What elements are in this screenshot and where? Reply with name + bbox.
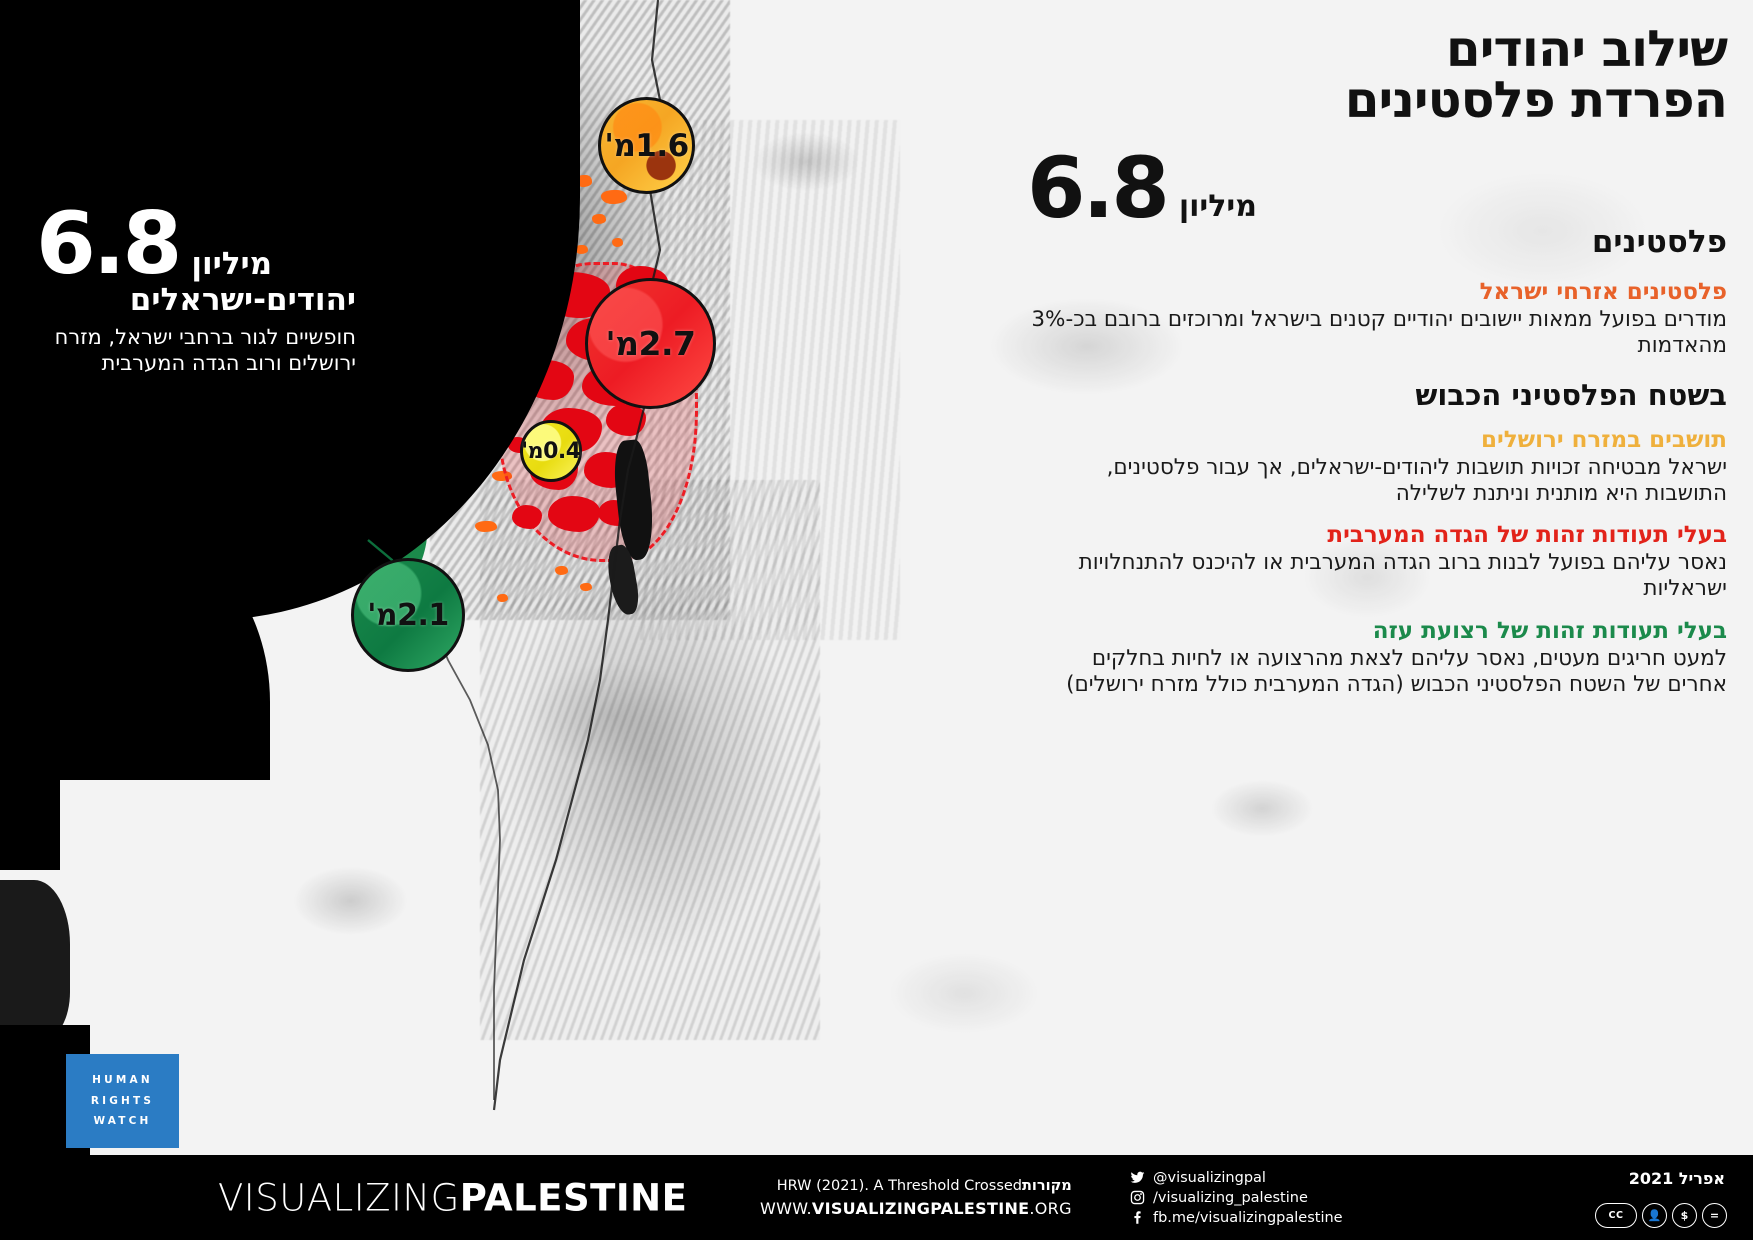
visualizing-palestine-wordmark[interactable]: VISUALIZINGPALESTINE — [218, 1176, 687, 1219]
bubble-label: 2.7מ' — [605, 324, 696, 363]
map-bubble-west-bank[interactable]: 2.7מ' — [585, 278, 716, 409]
sub-block: פלסטינים אזרחי ישראל מודרים בפועל ממאות … — [1027, 279, 1727, 360]
creative-commons-badges: CC 👤 $ = — [1595, 1203, 1727, 1228]
settlement-patch — [601, 190, 627, 204]
palestinians-count: מיליון 6.8 — [1027, 139, 1727, 237]
section-occupied-territory: בשטח הפלסטיני הכבוש תושבים במזרח ירושלים… — [1027, 377, 1727, 699]
count-value: 6.8 — [1027, 139, 1170, 237]
map-background: 1.6מ' 2.7מ' 0.4מ' 2.1מ' — [0, 0, 1753, 1155]
cc-nc-icon: $ — [1672, 1203, 1697, 1228]
bubble-label: 0.4מ' — [521, 438, 581, 464]
section-citizens-of-israel: פלסטינים אזרחי ישראל מודרים בפועל ממאות … — [1027, 279, 1727, 360]
social-link-facebook[interactable]: fb.me/visualizingpalestine — [1130, 1210, 1343, 1226]
settlement-patch — [497, 594, 508, 602]
wordmark-thin: VISUALIZING — [218, 1176, 460, 1219]
cc-by-icon: 👤 — [1642, 1203, 1667, 1228]
footer-source-block: HRW (2021). A Threshold Crossedמקורות WW… — [760, 1175, 1072, 1219]
website-url[interactable]: WWW.VISUALIZINGPALESTINE.ORG — [760, 1196, 1072, 1219]
coast-shadow — [0, 880, 70, 1040]
social-link-instagram[interactable]: /visualizing_palestine — [1130, 1190, 1343, 1206]
sub-block-gaza: בעלי תעודות זהות של רצועת עזה למעט חריגי… — [1027, 618, 1727, 699]
subsection-body: נאסר עליהם בפועל לבנות ברוב הגדה המערבית… — [1078, 550, 1727, 602]
section-title: בשטח הפלסטיני הכבוש — [1415, 377, 1727, 412]
palestinians-count-block: מיליון 6.8 פלסטינים — [1027, 139, 1727, 261]
subsection-body: מודרים בפועל ממאות יישובים יהודיים קטנים… — [1031, 307, 1727, 359]
settlement-patch — [555, 566, 568, 575]
source-label: מקורות — [1022, 1177, 1072, 1194]
settlement-patch — [612, 238, 623, 247]
satellite-imagery — [0, 0, 1753, 1155]
source-text: HRW (2021). A Threshold Crossed — [776, 1177, 1023, 1194]
publication-date: אפריל 2021 — [1628, 1169, 1725, 1188]
social-links: @visualizingpal /visualizing_palestine f… — [1130, 1170, 1343, 1226]
hrw-logo-line-1: HUMAN — [92, 1074, 153, 1087]
facebook-icon — [1134, 1211, 1141, 1224]
bubble-label: 1.6מ' — [604, 127, 689, 164]
unit-label: מיליון — [191, 245, 273, 282]
map-bubble-east-jerusalem[interactable]: 0.4מ' — [520, 420, 582, 482]
title-line-1: שילוב יהודים — [1445, 20, 1728, 78]
footer-bar: VISUALIZINGPALESTINE HRW (2021). A Thres… — [0, 1155, 1753, 1240]
sub-block-west-bank: בעלי תעודות זהות של הגדה המערבית נאסר על… — [1027, 522, 1727, 603]
instagram-icon — [1130, 1190, 1145, 1205]
sub-block-east-jerusalem: תושבים במזרח ירושלים ישראל מבטיחה זכויות… — [1027, 427, 1727, 508]
jewish-israelis-count: מיליון 6.8 — [36, 194, 356, 294]
settlement-patch — [580, 583, 592, 591]
bubble-label: 2.1מ' — [367, 597, 449, 633]
group-description: חופשיים לגור ברחבי ישראל, מזרח ירושלים ו… — [54, 324, 356, 375]
page-title: שילוב יהודים הפרדת פלסטינים — [1027, 20, 1728, 129]
source-line: HRW (2021). A Threshold Crossedמקורות — [760, 1175, 1072, 1196]
palestinian-builtup-area — [512, 505, 542, 529]
cc-icon: CC — [1595, 1203, 1637, 1228]
hrw-logo[interactable]: HUMAN RIGHTS WATCH — [66, 1054, 179, 1148]
settlement-patch — [592, 214, 606, 224]
url-suffix: .ORG — [1029, 1198, 1072, 1218]
social-handle: @visualizingpal — [1153, 1169, 1266, 1186]
sea-mask-edge — [0, 720, 60, 870]
subsection-body: ישראל מבטיחה זכויות תושבות ליהודים-ישראל… — [1106, 454, 1727, 506]
url-prefix: WWW. — [760, 1198, 812, 1218]
twitter-icon — [1130, 1171, 1145, 1183]
map-bubble-settlers[interactable]: 1.6מ' — [598, 97, 695, 194]
group-label: פלסטינים — [1591, 224, 1727, 261]
social-handle: /visualizing_palestine — [1153, 1189, 1308, 1206]
title-line-2: הפרדת פלסטינים — [1344, 71, 1728, 129]
settlement-patch — [475, 521, 497, 532]
map-bubble-gaza[interactable]: 2.1מ' — [351, 558, 465, 672]
palestinians-panel: שילוב יהודים הפרדת פלסטינים מיליון 6.8 פ… — [1027, 20, 1728, 699]
subsection-heading: בעלי תעודות זהות של הגדה המערבית — [1327, 522, 1727, 549]
group-label: יהודים-ישראלים — [129, 281, 356, 318]
palestinian-builtup-area — [606, 404, 646, 436]
count-value: 6.8 — [36, 194, 182, 294]
subsection-heading: בעלי תעודות זהות של רצועת עזה — [1372, 617, 1727, 644]
jewish-israelis-panel: מיליון 6.8 יהודים-ישראלים חופשיים לגור ב… — [36, 194, 356, 376]
unit-label: מיליון — [1178, 189, 1257, 225]
hrw-logo-line-3: WATCH — [93, 1115, 152, 1128]
url-domain: VISUALIZINGPALESTINE — [811, 1198, 1030, 1218]
subsection-body: למעט חריגים מעטים, נאסר עליהם לצאת מהרצו… — [1066, 645, 1727, 698]
cc-nd-icon: = — [1702, 1203, 1727, 1228]
wordmark-bold: PALESTINE — [459, 1176, 688, 1219]
subsection-heading: פלסטינים אזרחי ישראל — [1479, 279, 1727, 306]
hrw-logo-line-2: RIGHTS — [90, 1094, 155, 1107]
subsection-heading: תושבים במזרח ירושלים — [1480, 426, 1727, 453]
social-link-twitter[interactable]: @visualizingpal — [1130, 1170, 1343, 1186]
social-handle: fb.me/visualizingpalestine — [1153, 1209, 1343, 1226]
palestinian-builtup-area — [548, 496, 600, 532]
